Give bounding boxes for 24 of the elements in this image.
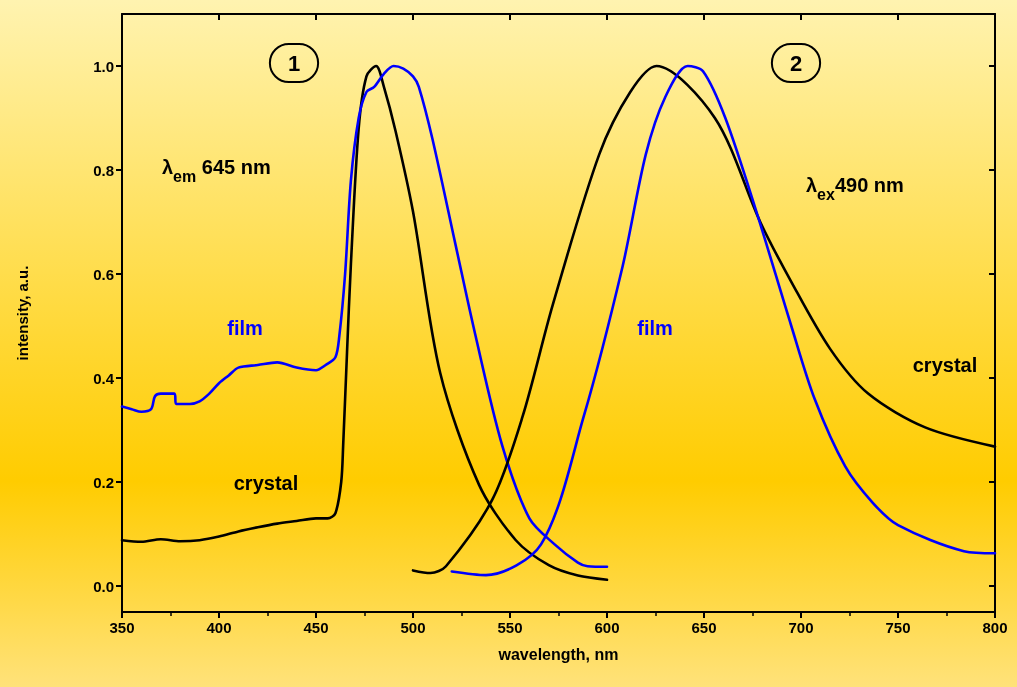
x-tick-label: 500 — [400, 619, 426, 636]
x-tick-label: 550 — [497, 619, 523, 636]
annotation: 1 — [287, 50, 301, 76]
y-tick-label: 0.2 — [93, 473, 114, 491]
x-tick-label: 700 — [788, 619, 814, 636]
series-label: crystal — [233, 472, 299, 494]
x-tick-label: 750 — [885, 619, 911, 636]
series-label: film — [637, 317, 673, 339]
y-tick-label: 1.0 — [93, 57, 114, 75]
x-tick-label: 650 — [691, 619, 717, 636]
legend-label: crystal — [912, 354, 978, 376]
x-tick-label: 450 — [303, 619, 329, 636]
series-label: film — [227, 317, 263, 339]
x-tick-label: 600 — [594, 619, 620, 636]
y-tick-label: 0.0 — [93, 577, 114, 595]
x-tick-label: 400 — [206, 619, 232, 636]
annotation: 2 — [789, 50, 803, 76]
x-tick-label: 350 — [109, 619, 135, 636]
x-axis-title: wavelength, nm — [497, 645, 619, 663]
y-tick-label: 0.8 — [93, 161, 114, 179]
y-tick-label: 0.4 — [93, 369, 115, 387]
x-tick-label: 800 — [982, 619, 1008, 636]
y-axis-title: intensity, a.u. — [14, 265, 31, 361]
y-tick-label: 0.6 — [93, 265, 114, 283]
